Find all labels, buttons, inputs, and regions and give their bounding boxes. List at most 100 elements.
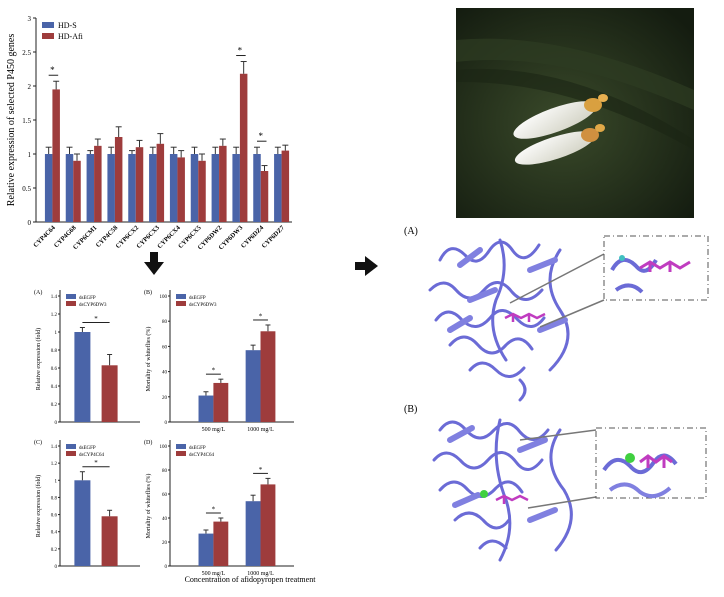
panel-legend-swatch — [66, 451, 76, 456]
panel-significance-star: * — [259, 312, 263, 320]
panel-bar — [213, 521, 229, 566]
panel-y-tick-label: 0.2 — [51, 548, 58, 553]
panel-legend-label: dsCYP6DW3 — [79, 303, 107, 308]
zoom-inset-a — [603, 235, 709, 301]
main-y-tick-label: 1.5 — [22, 117, 31, 125]
panel-legend-swatch — [66, 301, 76, 306]
panel-significance-star: * — [94, 315, 98, 323]
panel-legend-swatch — [176, 451, 186, 456]
panel-legend-label: dsEGFP — [79, 296, 96, 301]
main-y-tick-label: 0.5 — [22, 185, 31, 193]
panel-legend-swatch — [176, 294, 186, 299]
panel-y-tick-label: 0.6 — [51, 514, 58, 519]
panel-y-tick-label: 1.4 — [51, 295, 58, 300]
panel-a-chart: 0 0.2 0.4 0.6 0.8 1 1.2 1.4 (A) Relative expressi… — [34, 289, 140, 426]
panel-bar — [101, 516, 118, 566]
panel-label: (B) — [144, 289, 152, 296]
main-bar — [260, 171, 269, 222]
panel-bar — [260, 484, 276, 566]
main-bar — [86, 154, 95, 222]
main-bar — [94, 145, 102, 222]
panel-y-tick-label: 20 — [162, 396, 168, 401]
panel-bar — [260, 331, 276, 422]
main-y-axis-label: Relative expression of selected P450 gen… — [6, 34, 17, 207]
legend-swatch-hd-s — [42, 22, 54, 28]
main-y-tick-label: 1 — [28, 151, 32, 159]
main-bar — [274, 154, 282, 222]
zoom-inset-b — [595, 427, 707, 499]
down-arrow-icon — [144, 252, 164, 275]
panel-y-tick-label: 0.2 — [51, 403, 58, 408]
panel-y-tick-label: 40 — [162, 517, 168, 522]
main-bar — [190, 154, 199, 222]
panel-bar — [245, 350, 261, 422]
structure-label-a: (A) — [404, 226, 418, 237]
panel-y-tick-label: 1 — [55, 331, 58, 336]
panel-significance-star: * — [94, 459, 98, 467]
main-significance-star: * — [50, 65, 55, 75]
legend-label-hd-s: HD-S — [58, 21, 77, 30]
panel-y-axis-label: Mortality of whiteflies (%) — [145, 327, 152, 392]
main-bar — [253, 154, 261, 222]
main-bar — [198, 160, 206, 222]
panel-y-tick-label: 0 — [165, 421, 168, 426]
panel-d-chart: 0 20 40 60 80 100 (D) Mortality of whiteflies (… — [144, 439, 294, 577]
protein-structure-a — [428, 238, 605, 402]
panel-legend-swatch — [66, 444, 76, 449]
panel-bar — [74, 480, 91, 566]
panel-c-chart: 0 0.2 0.4 0.6 0.8 1 1.2 1.4 (C) Relative expressi… — [34, 439, 140, 570]
panel-x-tick-label: 500 mg/L — [202, 571, 226, 577]
panel-y-tick-label: 0.8 — [51, 496, 58, 501]
main-y-tick-label: 0 — [28, 219, 32, 227]
panel-bar — [213, 382, 229, 422]
main-bar — [65, 154, 74, 222]
panel-legend-label: dsCYP4C64 — [189, 453, 215, 458]
panel-x-tick-label: 500 mg/L — [202, 427, 226, 433]
panel-y-tick-label: 80 — [162, 469, 168, 474]
legend-label-hd-afi: HD-Afi — [58, 32, 84, 41]
main-bar — [169, 154, 178, 222]
panel-y-tick-label: 0.4 — [51, 385, 58, 390]
panel-bar — [245, 501, 261, 566]
panel-legend-swatch — [176, 301, 186, 306]
main-bar — [149, 154, 157, 222]
main-bar — [156, 143, 165, 222]
panel-label: (D) — [144, 439, 152, 446]
panel-significance-star: * — [212, 506, 216, 514]
panel-y-tick-label: 100 — [160, 445, 168, 450]
main-bar — [219, 145, 227, 222]
main-legend: HD-S HD-Afi — [42, 21, 84, 41]
panel-legend-label: dsEGFP — [189, 296, 206, 301]
main-y-tick-label: 2.5 — [22, 49, 31, 57]
main-bar — [281, 150, 290, 222]
panel-bar — [198, 395, 214, 422]
panel-legend-swatch — [176, 444, 186, 449]
main-bar — [232, 154, 240, 222]
panel-bar — [74, 332, 91, 422]
panel-y-tick-label: 0.8 — [51, 349, 58, 354]
panel-y-tick-label: 1 — [55, 479, 58, 484]
panel-y-tick-label: 0 — [55, 565, 58, 570]
main-bar — [135, 147, 144, 222]
main-y-tick-label: 2 — [28, 83, 32, 91]
main-significance-star: * — [259, 131, 264, 141]
main-bar — [107, 154, 115, 222]
panel-x-tick-label: 1000 mg/L — [247, 427, 274, 433]
panel-y-tick-label: 1.2 — [51, 313, 58, 318]
structure-label-b: (B) — [404, 404, 417, 415]
panel-legend-swatch — [66, 294, 76, 299]
panel-y-tick-label: 1.2 — [51, 462, 58, 467]
panel-b-chart: 0 20 40 60 80 100 (B) Mortality of whiteflies (… — [144, 289, 294, 433]
protein-structure-b — [432, 418, 597, 562]
main-bar — [52, 89, 60, 223]
main-y-tick-label: 3 — [28, 15, 32, 23]
panel-y-axis-label: Mortality of whiteflies (%) — [145, 474, 152, 539]
main-bar — [44, 154, 53, 222]
main-bar — [73, 160, 81, 222]
panel-significance-star: * — [212, 367, 216, 375]
main-bar — [177, 157, 185, 222]
p450-expression-chart: 00.511.522.53CYP4C64*CYP4G68CYP6CM1CYP4C… — [6, 15, 292, 251]
panel-y-tick-label: 0.4 — [51, 531, 58, 536]
panel-x-tick-label: 1000 mg/L — [247, 571, 274, 577]
